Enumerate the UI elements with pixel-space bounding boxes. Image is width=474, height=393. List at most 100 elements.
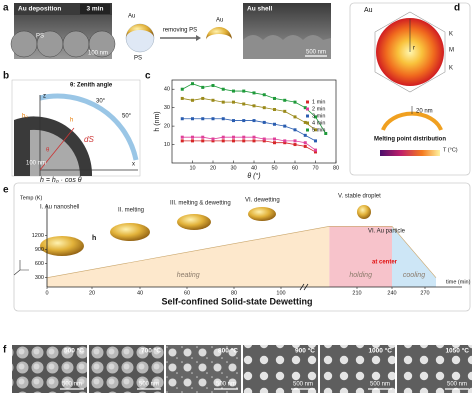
nanoshell: [40, 236, 84, 256]
b-note: θ: Zenith angle: [70, 83, 113, 89]
formula: h = h₀ · cos θ: [40, 177, 82, 184]
data-point: [180, 87, 184, 91]
x-tick-label: 60: [184, 290, 190, 296]
data-point: [211, 84, 215, 88]
axis-label: x: [132, 162, 135, 168]
data-point: [180, 139, 184, 143]
data-point: [273, 122, 276, 126]
scale-label: 500 nm: [306, 50, 326, 56]
temperature-label: 800 °C: [218, 347, 238, 355]
y-tick-label: 600: [35, 261, 44, 267]
panel-label: c: [145, 71, 151, 82]
panel-label: f: [3, 345, 7, 356]
data-point: [191, 98, 194, 102]
temperature-label: 1000 °C: [368, 347, 392, 355]
dewetting-shell: [248, 207, 276, 221]
sem-image: [12, 345, 87, 393]
x-tick-label: 80: [333, 165, 339, 171]
sem-title: Au shell: [247, 6, 272, 13]
x-tick-label: 20: [210, 165, 216, 171]
data-point: [242, 102, 246, 106]
data-point: [303, 120, 307, 124]
data-point: [232, 135, 235, 139]
data-point: [221, 117, 225, 121]
temperature-profile: [46, 226, 437, 278]
x-tick-label: 10: [189, 165, 195, 171]
legend-swatch: [306, 128, 309, 132]
data-point: [314, 115, 317, 119]
data-point: [314, 150, 317, 154]
data-point: [221, 100, 225, 104]
melting-shell: [110, 223, 150, 241]
data-point: [221, 139, 225, 143]
legend-swatch: [306, 107, 309, 111]
data-point: [211, 98, 215, 102]
site-label: K: [449, 66, 453, 72]
scale-label: 500 nm: [139, 382, 159, 388]
data-point: [201, 139, 205, 143]
scale-label: 100 nm: [88, 51, 108, 57]
x-tick-label: 270: [420, 290, 429, 296]
y-tick-label: 10: [164, 142, 170, 148]
panel-b: Au shell θ: Zenith angle z 30° 50° h₀ h …: [11, 79, 141, 184]
thickness-label: 20 nm: [416, 109, 433, 115]
data-point: [252, 135, 256, 139]
data-point: [232, 100, 235, 104]
x-tick-label: 30: [230, 165, 236, 171]
scale-label: 500 nm: [62, 382, 82, 388]
stage-label: I. Au nanoshell: [40, 205, 79, 211]
dewetting-shell: [177, 214, 211, 230]
data-point: [283, 141, 287, 145]
hexagon: [374, 11, 446, 93]
angle-arc: [39, 93, 139, 161]
angle-label: 30°: [96, 99, 106, 105]
x-tick-label: 0: [45, 290, 48, 296]
shell-row: [243, 35, 331, 59]
color-bar-label: T (°C): [443, 147, 458, 153]
x-tick-label: 20: [89, 290, 95, 296]
stage-label: VI. dewetting: [245, 198, 280, 204]
data-point: [242, 89, 246, 93]
frame: [13, 182, 471, 312]
sphere-row: [10, 30, 116, 58]
x-tick-label: 40: [137, 290, 143, 296]
time-label: 3 min: [87, 6, 104, 13]
data-point: [283, 124, 287, 128]
sem-image: [89, 345, 164, 393]
r-label: r: [413, 46, 415, 52]
scale-label: 500 nm: [293, 382, 313, 388]
y-tick-label: 300: [35, 275, 44, 281]
data-point: [211, 137, 215, 141]
data-point: [252, 104, 256, 108]
legend-label: 5 min: [312, 127, 325, 133]
legend-swatch: [306, 114, 309, 118]
sem-image: [397, 345, 472, 393]
legend-label: 4 min: [312, 120, 325, 126]
temperature-label: 500 °C: [64, 347, 84, 355]
axis-break: [299, 283, 309, 291]
data-point: [303, 144, 307, 148]
color-bar: [380, 150, 440, 156]
data-point: [232, 119, 235, 123]
site-label: M: [449, 48, 454, 54]
data-point: [252, 91, 256, 95]
data-point: [314, 139, 317, 143]
data-point: [221, 135, 225, 139]
data-point: [314, 148, 317, 152]
temperature-label: 700 °C: [141, 347, 161, 355]
panel-label: e: [3, 185, 9, 196]
data-point: [314, 128, 317, 132]
h-label: h: [92, 235, 96, 242]
data-point: [180, 117, 184, 121]
temperature-label: 900 °C: [295, 347, 315, 355]
data-point: [242, 135, 246, 139]
data-point: [303, 106, 307, 110]
data-point: [293, 100, 297, 104]
data-point: [273, 108, 276, 112]
y-tick-label: 40: [164, 87, 170, 93]
data-point: [201, 135, 205, 139]
axes-icon: [13, 260, 29, 276]
data-point: [262, 137, 266, 141]
data-point: [191, 117, 194, 121]
ps-label: PS: [134, 56, 142, 62]
